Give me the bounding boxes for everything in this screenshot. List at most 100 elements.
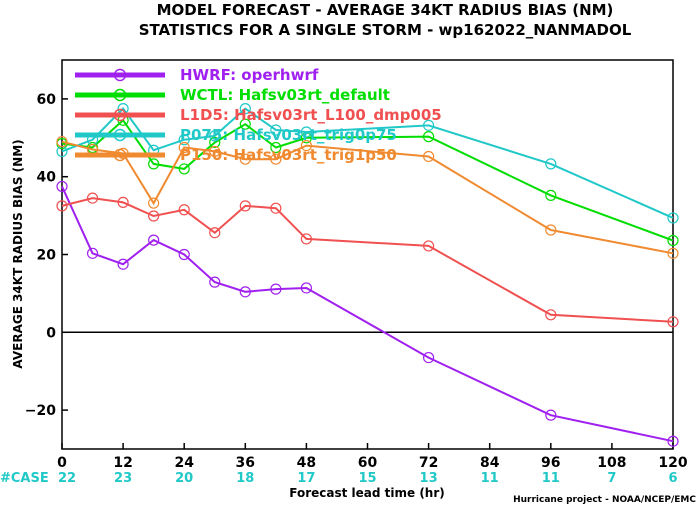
x-tick-label: 36 bbox=[236, 455, 255, 471]
data-point bbox=[56, 200, 68, 212]
data-point bbox=[148, 234, 160, 246]
legend-label: P150: Hafsv03rt_trig1p50 bbox=[180, 146, 397, 164]
x-tick-label: 72 bbox=[419, 455, 438, 471]
series-line bbox=[61, 197, 674, 323]
y-axis-label: AVERAGE 34KT RADIUS BIAS (NM) bbox=[11, 139, 25, 368]
case-count: 11 bbox=[481, 471, 499, 486]
data-point bbox=[86, 247, 99, 259]
x-tick-label: 108 bbox=[597, 455, 626, 471]
data-point bbox=[239, 118, 251, 130]
data-point bbox=[300, 282, 312, 294]
data-point bbox=[667, 212, 679, 224]
y-tick-label: 60 bbox=[37, 92, 57, 108]
case-count: 7 bbox=[607, 471, 616, 486]
legend-marker bbox=[113, 108, 127, 122]
x-axis: 0 12 24 36 48 60 72 84 96 108 120 bbox=[57, 443, 688, 471]
data-point bbox=[667, 247, 679, 259]
legend: HWRF: operhwrf WCTL: Hafsv03rt_default L1D… bbox=[75, 66, 442, 164]
data-point bbox=[545, 409, 557, 421]
data-point bbox=[239, 153, 251, 165]
data-point bbox=[209, 276, 221, 288]
credit-text: Hurricane project - NOAA/NCEP/EMC bbox=[513, 495, 696, 505]
x-tick-label: 48 bbox=[297, 455, 316, 471]
case-count: 20 bbox=[175, 471, 193, 486]
chart-subtitle: STATISTICS FOR A SINGLE STORM - wp162022… bbox=[139, 21, 632, 39]
case-count: 23 bbox=[114, 471, 132, 486]
case-count: 13 bbox=[420, 471, 438, 486]
series-2 bbox=[56, 192, 679, 328]
data-point bbox=[300, 139, 312, 152]
x-tick-label: 24 bbox=[174, 455, 194, 471]
data-point bbox=[178, 141, 190, 154]
data-point bbox=[545, 158, 557, 170]
series-line bbox=[61, 185, 674, 443]
y-tick-label: 40 bbox=[37, 170, 57, 186]
data-point bbox=[209, 145, 221, 158]
legend-label: HWRF: operhwrf bbox=[180, 66, 319, 84]
data-point bbox=[667, 234, 679, 247]
case-count: 6 bbox=[668, 471, 677, 486]
x-tick-label: 84 bbox=[480, 455, 500, 471]
data-point bbox=[209, 130, 221, 142]
data-point bbox=[545, 189, 557, 201]
data-point bbox=[239, 103, 251, 115]
data-point bbox=[300, 126, 312, 138]
case-row: #CASE 22 23 20 18 17 15 13 11 11 7 6 bbox=[0, 471, 678, 486]
y-tick-label: −20 bbox=[25, 403, 56, 419]
x-tick-label: 60 bbox=[358, 455, 378, 471]
y-tick-label: 20 bbox=[37, 248, 57, 264]
data-point bbox=[423, 131, 435, 143]
data-point bbox=[86, 192, 99, 204]
data-point bbox=[117, 258, 129, 270]
legend-marker bbox=[113, 128, 127, 142]
data-point bbox=[270, 124, 282, 136]
series-0 bbox=[56, 180, 679, 447]
data-point bbox=[148, 197, 160, 209]
x-axis-label: Forecast lead time (hr) bbox=[289, 486, 445, 500]
data-point bbox=[56, 180, 68, 193]
data-point bbox=[148, 210, 160, 222]
legend-label: L1D5: Hafsv03rt_L100_dmp005 bbox=[180, 106, 442, 124]
data-point bbox=[545, 224, 557, 236]
data-point bbox=[178, 134, 190, 146]
data-point bbox=[56, 136, 68, 148]
data-point bbox=[178, 248, 190, 261]
data-point bbox=[667, 316, 679, 328]
data-point bbox=[545, 309, 557, 321]
legend-marker bbox=[113, 88, 127, 102]
data-point bbox=[178, 204, 190, 216]
case-label: #CASE bbox=[0, 471, 49, 486]
data-point bbox=[667, 435, 679, 447]
x-tick-label: 96 bbox=[541, 455, 560, 471]
series-line bbox=[61, 118, 674, 242]
data-point bbox=[178, 163, 190, 175]
case-count: 18 bbox=[236, 471, 254, 486]
chart-title: MODEL FORECAST - AVERAGE 34KT RADIUS BIA… bbox=[157, 1, 614, 19]
case-count: 17 bbox=[297, 471, 315, 486]
case-count: 15 bbox=[358, 471, 376, 486]
y-axis: −20 0 20 40 60 bbox=[25, 92, 68, 419]
data-point bbox=[423, 150, 435, 163]
x-tick-label: 120 bbox=[658, 455, 687, 471]
data-point bbox=[270, 202, 282, 214]
data-point bbox=[423, 351, 435, 364]
legend-label: WCTL: Hafsv03rt_default bbox=[180, 86, 390, 104]
case-count: 22 bbox=[58, 471, 76, 486]
legend-marker bbox=[113, 148, 127, 162]
data-point bbox=[148, 158, 160, 170]
data-point bbox=[239, 286, 251, 298]
data-point bbox=[270, 141, 282, 154]
legend-marker bbox=[113, 68, 127, 82]
x-tick-label: 12 bbox=[113, 455, 132, 471]
case-count: 11 bbox=[542, 471, 560, 486]
y-tick-label: 0 bbox=[46, 325, 56, 341]
data-point bbox=[423, 240, 435, 252]
legend-label: P075: Hafsv03rt_trig0p75 bbox=[180, 126, 397, 144]
data-point bbox=[239, 200, 251, 212]
data-point bbox=[300, 233, 312, 245]
data-point bbox=[209, 136, 221, 149]
data-point bbox=[270, 153, 282, 165]
data-point bbox=[117, 196, 129, 208]
data-point bbox=[423, 119, 435, 131]
